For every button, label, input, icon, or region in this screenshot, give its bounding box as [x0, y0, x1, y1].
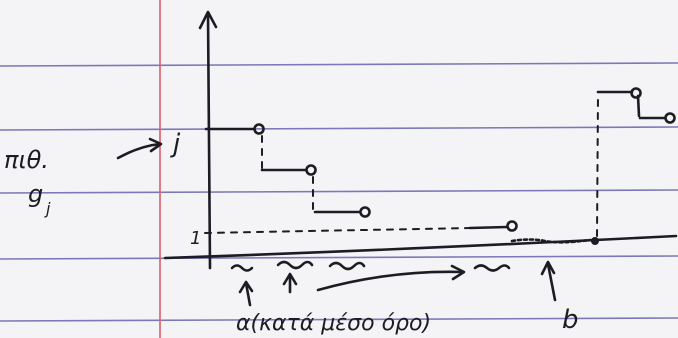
point — [591, 237, 599, 245]
paper — [0, 0, 678, 338]
one-label: 1 — [190, 228, 201, 249]
alpha-label: α(κατά μέσο όρο) — [236, 311, 431, 336]
g-label: g — [28, 180, 43, 208]
probability-label: πιθ. — [4, 146, 49, 174]
g-subscript: j — [44, 199, 51, 218]
page: πιθ. g j j 1 α(κατά μέσο όρο) b (() => {… — [0, 0, 678, 338]
sketch: πιθ. g j j 1 α(κατά μέσο όρο) b — [0, 0, 678, 338]
b-label: b — [562, 305, 579, 335]
